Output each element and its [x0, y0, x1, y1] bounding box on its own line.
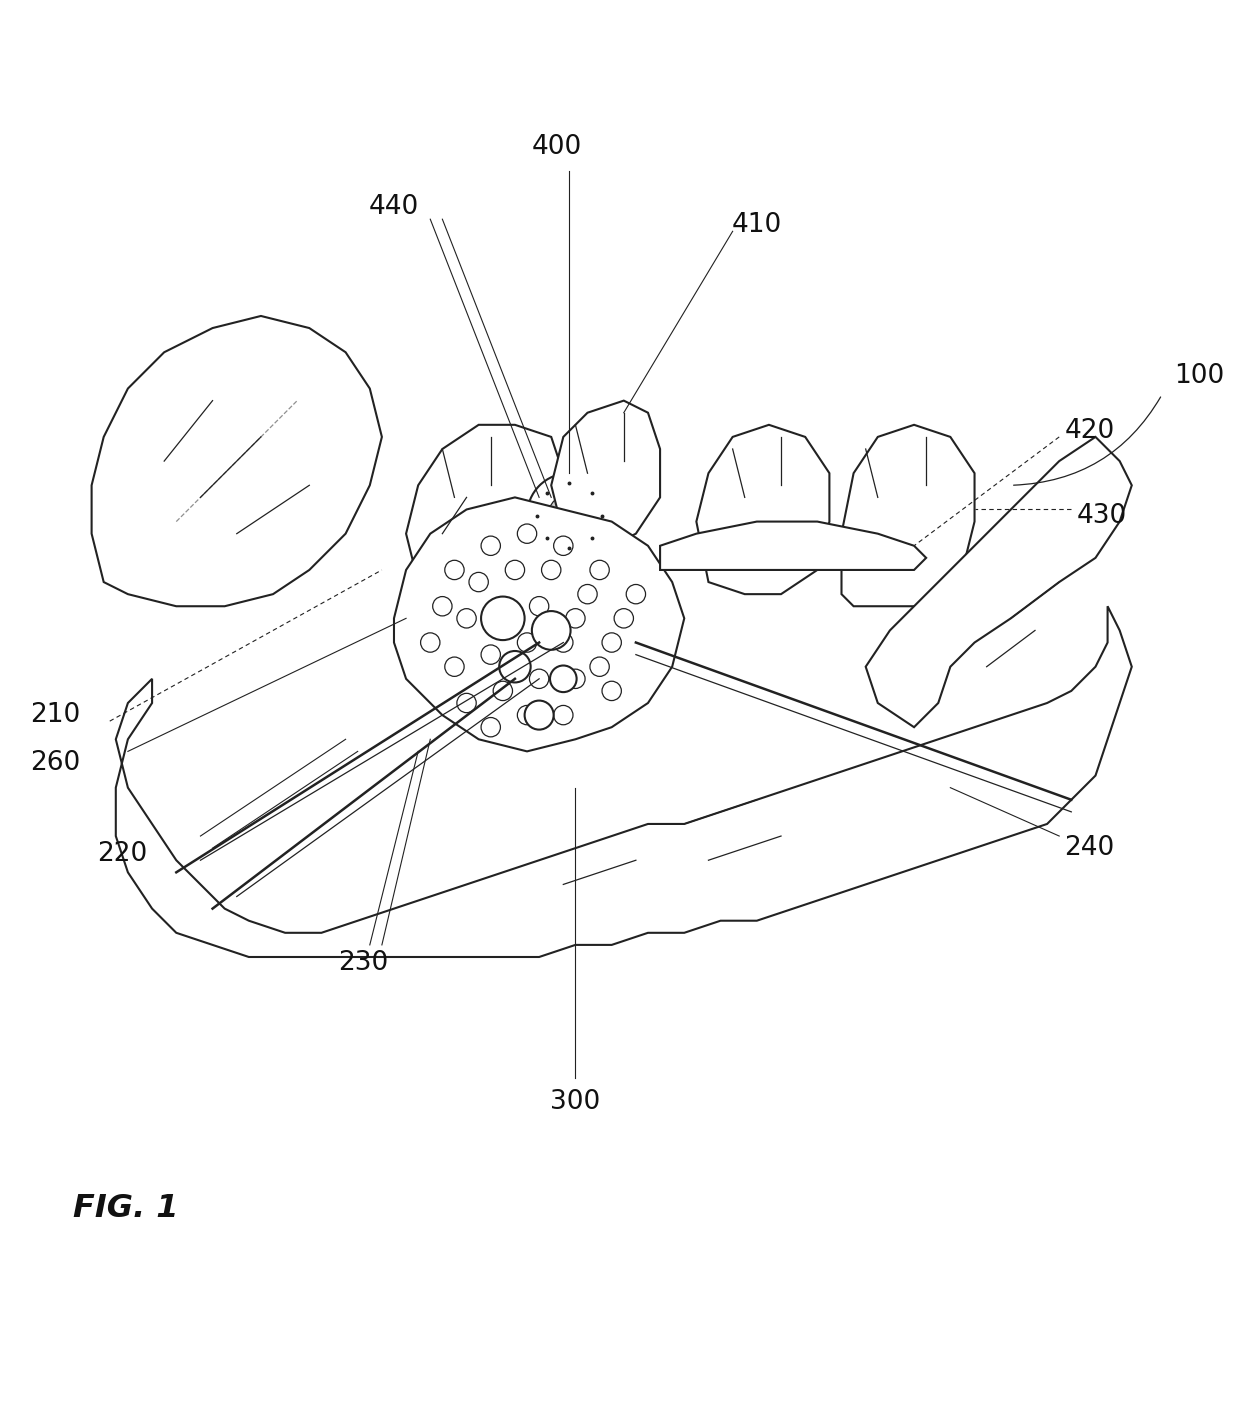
- Circle shape: [494, 682, 512, 700]
- Text: 410: 410: [732, 212, 782, 238]
- Polygon shape: [394, 498, 684, 751]
- Circle shape: [505, 560, 525, 579]
- Circle shape: [590, 657, 609, 676]
- Circle shape: [626, 585, 646, 603]
- Circle shape: [469, 572, 489, 592]
- Circle shape: [445, 560, 464, 579]
- Text: 210: 210: [30, 702, 81, 728]
- Circle shape: [565, 669, 585, 689]
- Circle shape: [517, 706, 537, 724]
- Polygon shape: [552, 401, 660, 546]
- Polygon shape: [92, 316, 382, 606]
- Circle shape: [565, 609, 585, 628]
- Circle shape: [527, 474, 611, 558]
- Circle shape: [517, 524, 537, 543]
- Polygon shape: [697, 425, 830, 595]
- Text: 230: 230: [339, 950, 389, 976]
- Text: FIG. 1: FIG. 1: [73, 1194, 179, 1225]
- Circle shape: [553, 633, 573, 652]
- Text: 260: 260: [30, 751, 81, 776]
- Circle shape: [445, 657, 464, 676]
- Polygon shape: [866, 437, 1132, 727]
- Circle shape: [500, 651, 531, 682]
- Circle shape: [481, 536, 501, 555]
- Circle shape: [456, 693, 476, 713]
- Text: 100: 100: [1174, 363, 1224, 389]
- Circle shape: [529, 669, 549, 689]
- Circle shape: [551, 665, 577, 692]
- Circle shape: [456, 609, 476, 628]
- Text: 240: 240: [1064, 835, 1115, 860]
- Circle shape: [601, 633, 621, 652]
- Circle shape: [542, 560, 560, 579]
- Text: 220: 220: [97, 841, 148, 868]
- Circle shape: [590, 560, 609, 579]
- Circle shape: [553, 706, 573, 724]
- Text: 420: 420: [1064, 418, 1115, 444]
- Polygon shape: [660, 522, 926, 569]
- Circle shape: [517, 633, 537, 652]
- Circle shape: [420, 633, 440, 652]
- Circle shape: [481, 717, 501, 737]
- Polygon shape: [405, 425, 563, 595]
- Circle shape: [529, 596, 549, 616]
- Circle shape: [548, 495, 590, 537]
- Circle shape: [553, 536, 573, 555]
- Polygon shape: [115, 606, 1132, 957]
- Circle shape: [494, 596, 512, 616]
- Circle shape: [601, 682, 621, 700]
- Circle shape: [614, 609, 634, 628]
- Polygon shape: [842, 425, 975, 606]
- Circle shape: [481, 596, 525, 640]
- Circle shape: [525, 700, 553, 730]
- Circle shape: [532, 612, 570, 650]
- Text: 430: 430: [1076, 502, 1127, 529]
- Circle shape: [578, 585, 598, 603]
- Text: 300: 300: [551, 1090, 600, 1115]
- Circle shape: [481, 645, 501, 664]
- Text: 440: 440: [368, 194, 419, 221]
- Circle shape: [433, 596, 453, 616]
- Text: 400: 400: [532, 134, 583, 160]
